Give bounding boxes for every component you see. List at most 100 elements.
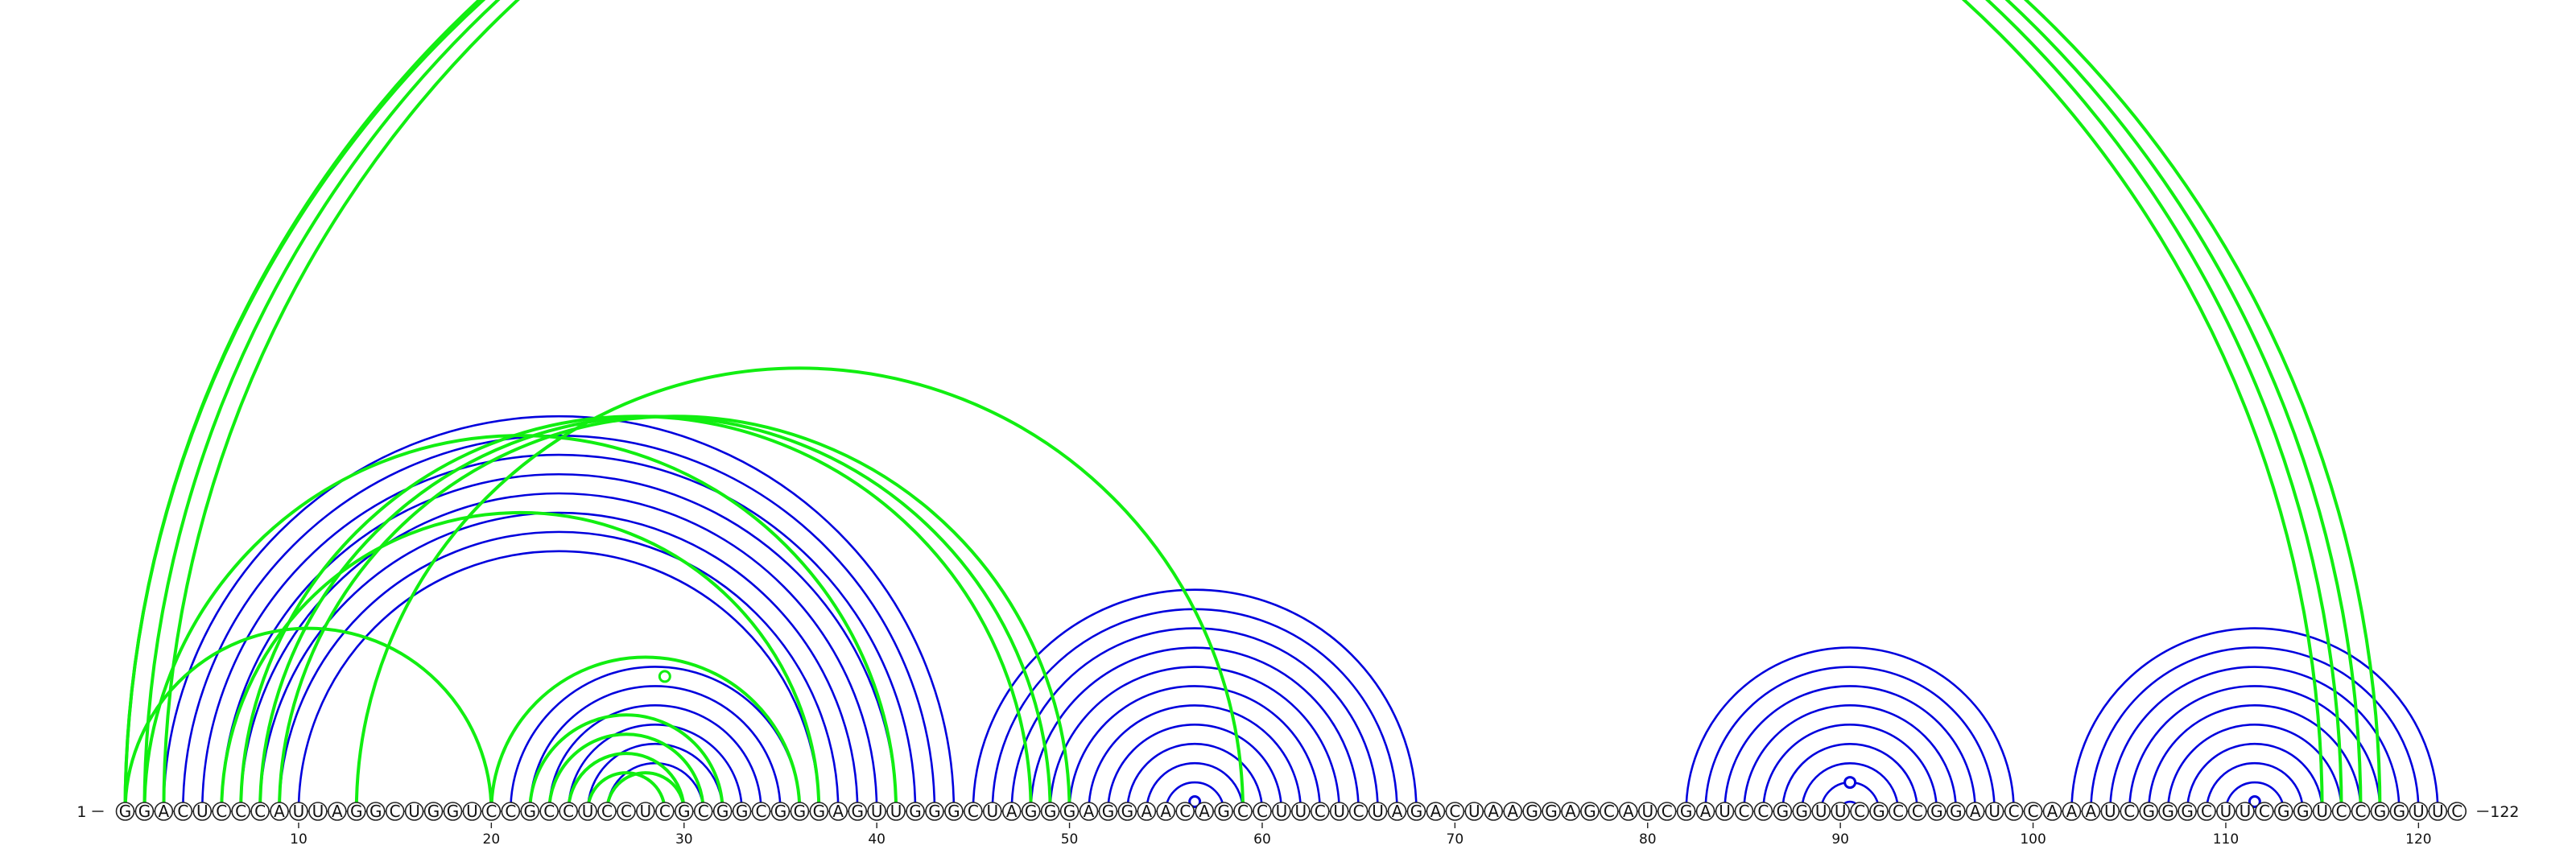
nucleotide-circle bbox=[848, 802, 868, 821]
nucleotide: U bbox=[308, 802, 328, 821]
nucleotide-circle bbox=[2081, 802, 2101, 821]
nucleotide-letter: G bbox=[2277, 802, 2290, 821]
nucleotide-letter: G bbox=[1525, 802, 1538, 821]
nucleotide-circle bbox=[328, 802, 347, 821]
nucleotide-letter: A bbox=[2066, 802, 2078, 821]
nucleotide: C bbox=[559, 802, 578, 821]
nucleotide-circle bbox=[925, 802, 944, 821]
nucleotide-circle bbox=[1811, 802, 1831, 821]
nucleotide-circle bbox=[2351, 802, 2371, 821]
nucleotide: C bbox=[1600, 802, 1619, 821]
nucleotide-letter: C bbox=[1662, 802, 1673, 821]
nucleotide-circle bbox=[1484, 802, 1504, 821]
nucleotide-circle bbox=[809, 802, 829, 821]
nucleotide-circle bbox=[1253, 802, 1272, 821]
nucleotide-letter: G bbox=[909, 802, 922, 821]
nucleotide: A bbox=[1484, 802, 1504, 821]
nucleotide-letter: C bbox=[2028, 802, 2039, 821]
nucleotide: U bbox=[578, 802, 597, 821]
nucleotide-circle bbox=[1310, 802, 1330, 821]
nucleotide: C bbox=[1657, 802, 1677, 821]
tick-label: 60 bbox=[1253, 831, 1271, 848]
nucleotide-circle bbox=[944, 802, 964, 821]
nucleotide: C bbox=[2255, 802, 2274, 821]
nucleotide: A bbox=[1195, 802, 1214, 821]
nucleotide: C bbox=[1310, 802, 1330, 821]
nucleotide: U bbox=[1715, 802, 1735, 821]
base-pair-arc bbox=[2205, 761, 2305, 812]
nucleotide-letter: G bbox=[2393, 802, 2406, 821]
nucleotide-letter: A bbox=[1507, 802, 1518, 821]
nucleotide-circle bbox=[983, 802, 1002, 821]
nucleotide: A bbox=[1503, 802, 1522, 821]
nucleotide-letter: G bbox=[2142, 802, 2155, 821]
nucleotide: C bbox=[655, 802, 675, 821]
base-pair-arc bbox=[586, 742, 724, 812]
base-pair-arc bbox=[1107, 723, 1283, 812]
nucleotide-letter: A bbox=[332, 802, 343, 821]
nucleotide: C bbox=[2004, 802, 2024, 821]
nucleotide-letter: C bbox=[254, 802, 266, 821]
nucleotide-letter: G bbox=[1410, 802, 1423, 821]
nucleotide-letter: U bbox=[1719, 802, 1731, 821]
base-pair-arc bbox=[2224, 781, 2285, 812]
nucleotide-circle bbox=[2255, 802, 2274, 821]
nucleotide-circle bbox=[1098, 802, 1118, 821]
nucleotide-circle bbox=[2100, 802, 2120, 821]
nucleotide-letter: A bbox=[1160, 802, 1171, 821]
nucleotide-circle bbox=[173, 802, 193, 821]
nucleotide-letter: A bbox=[1199, 802, 1210, 821]
nucleotide-letter: G bbox=[1796, 802, 1809, 821]
nucleotide-circle bbox=[1889, 802, 1908, 821]
nucleotide-letter: C bbox=[2201, 802, 2212, 821]
nucleotide-circle bbox=[1021, 802, 1041, 821]
pseudoknot-arc bbox=[547, 732, 705, 812]
tick-label: 70 bbox=[1447, 831, 1464, 848]
base-pair-arc bbox=[258, 511, 859, 812]
nucleotide: G bbox=[1792, 802, 1812, 821]
nucleotide: U bbox=[1637, 802, 1657, 821]
nucleotide-letter: C bbox=[659, 802, 671, 821]
noncanonical-pair-marker bbox=[2248, 795, 2261, 809]
base-pair-arc bbox=[1126, 742, 1264, 812]
nucleotide-letter: C bbox=[543, 802, 555, 821]
nucleotide-circle bbox=[134, 802, 155, 821]
nucleotide: G bbox=[134, 802, 155, 821]
nucleotide-letter: C bbox=[1237, 802, 1249, 821]
nucleotide-circle bbox=[308, 802, 328, 821]
nucleotide-letter: C bbox=[601, 802, 613, 821]
nucleotide-circle bbox=[712, 802, 733, 821]
nucleotide: U bbox=[289, 802, 308, 821]
nucleotide-letter: G bbox=[369, 802, 382, 821]
nucleotide-circle bbox=[2447, 802, 2467, 821]
nucleotide-letter: U bbox=[2240, 802, 2252, 821]
nucleotide: U bbox=[2100, 802, 2120, 821]
pseudoknot-arc bbox=[586, 771, 667, 812]
pseudoknot-arc bbox=[354, 366, 1245, 812]
nucleotide-circle bbox=[2235, 802, 2255, 821]
nucleotide-letter: G bbox=[1545, 802, 1558, 821]
nucleotide-circle bbox=[674, 802, 694, 821]
tick-label: 100 bbox=[2020, 831, 2046, 848]
nucleotide-letter: C bbox=[1854, 802, 1865, 821]
nucleotide-letter: A bbox=[1970, 802, 1981, 821]
nucleotide-circle bbox=[1117, 802, 1137, 821]
nucleotide-letter: A bbox=[832, 802, 844, 821]
nucleotide-circle bbox=[212, 802, 232, 821]
nucleotide-circle bbox=[617, 802, 636, 821]
base-pair-arc bbox=[1800, 761, 1900, 812]
nucleotide-circle bbox=[636, 802, 655, 821]
nucleotide-letter: G bbox=[350, 802, 363, 821]
base-pair-arc bbox=[220, 472, 898, 812]
base-pair-arc bbox=[1704, 666, 1996, 812]
nucleotide-circle bbox=[1619, 802, 1638, 821]
nucleotide: C bbox=[2197, 802, 2216, 821]
nucleotide: C bbox=[173, 802, 193, 821]
nucleotide-letter: G bbox=[774, 802, 787, 821]
nucleotide-letter: U bbox=[1641, 802, 1653, 821]
tick-label: 10 bbox=[290, 831, 308, 848]
nucleotide-circle bbox=[404, 802, 424, 821]
nucleotide-circle bbox=[1637, 802, 1657, 821]
